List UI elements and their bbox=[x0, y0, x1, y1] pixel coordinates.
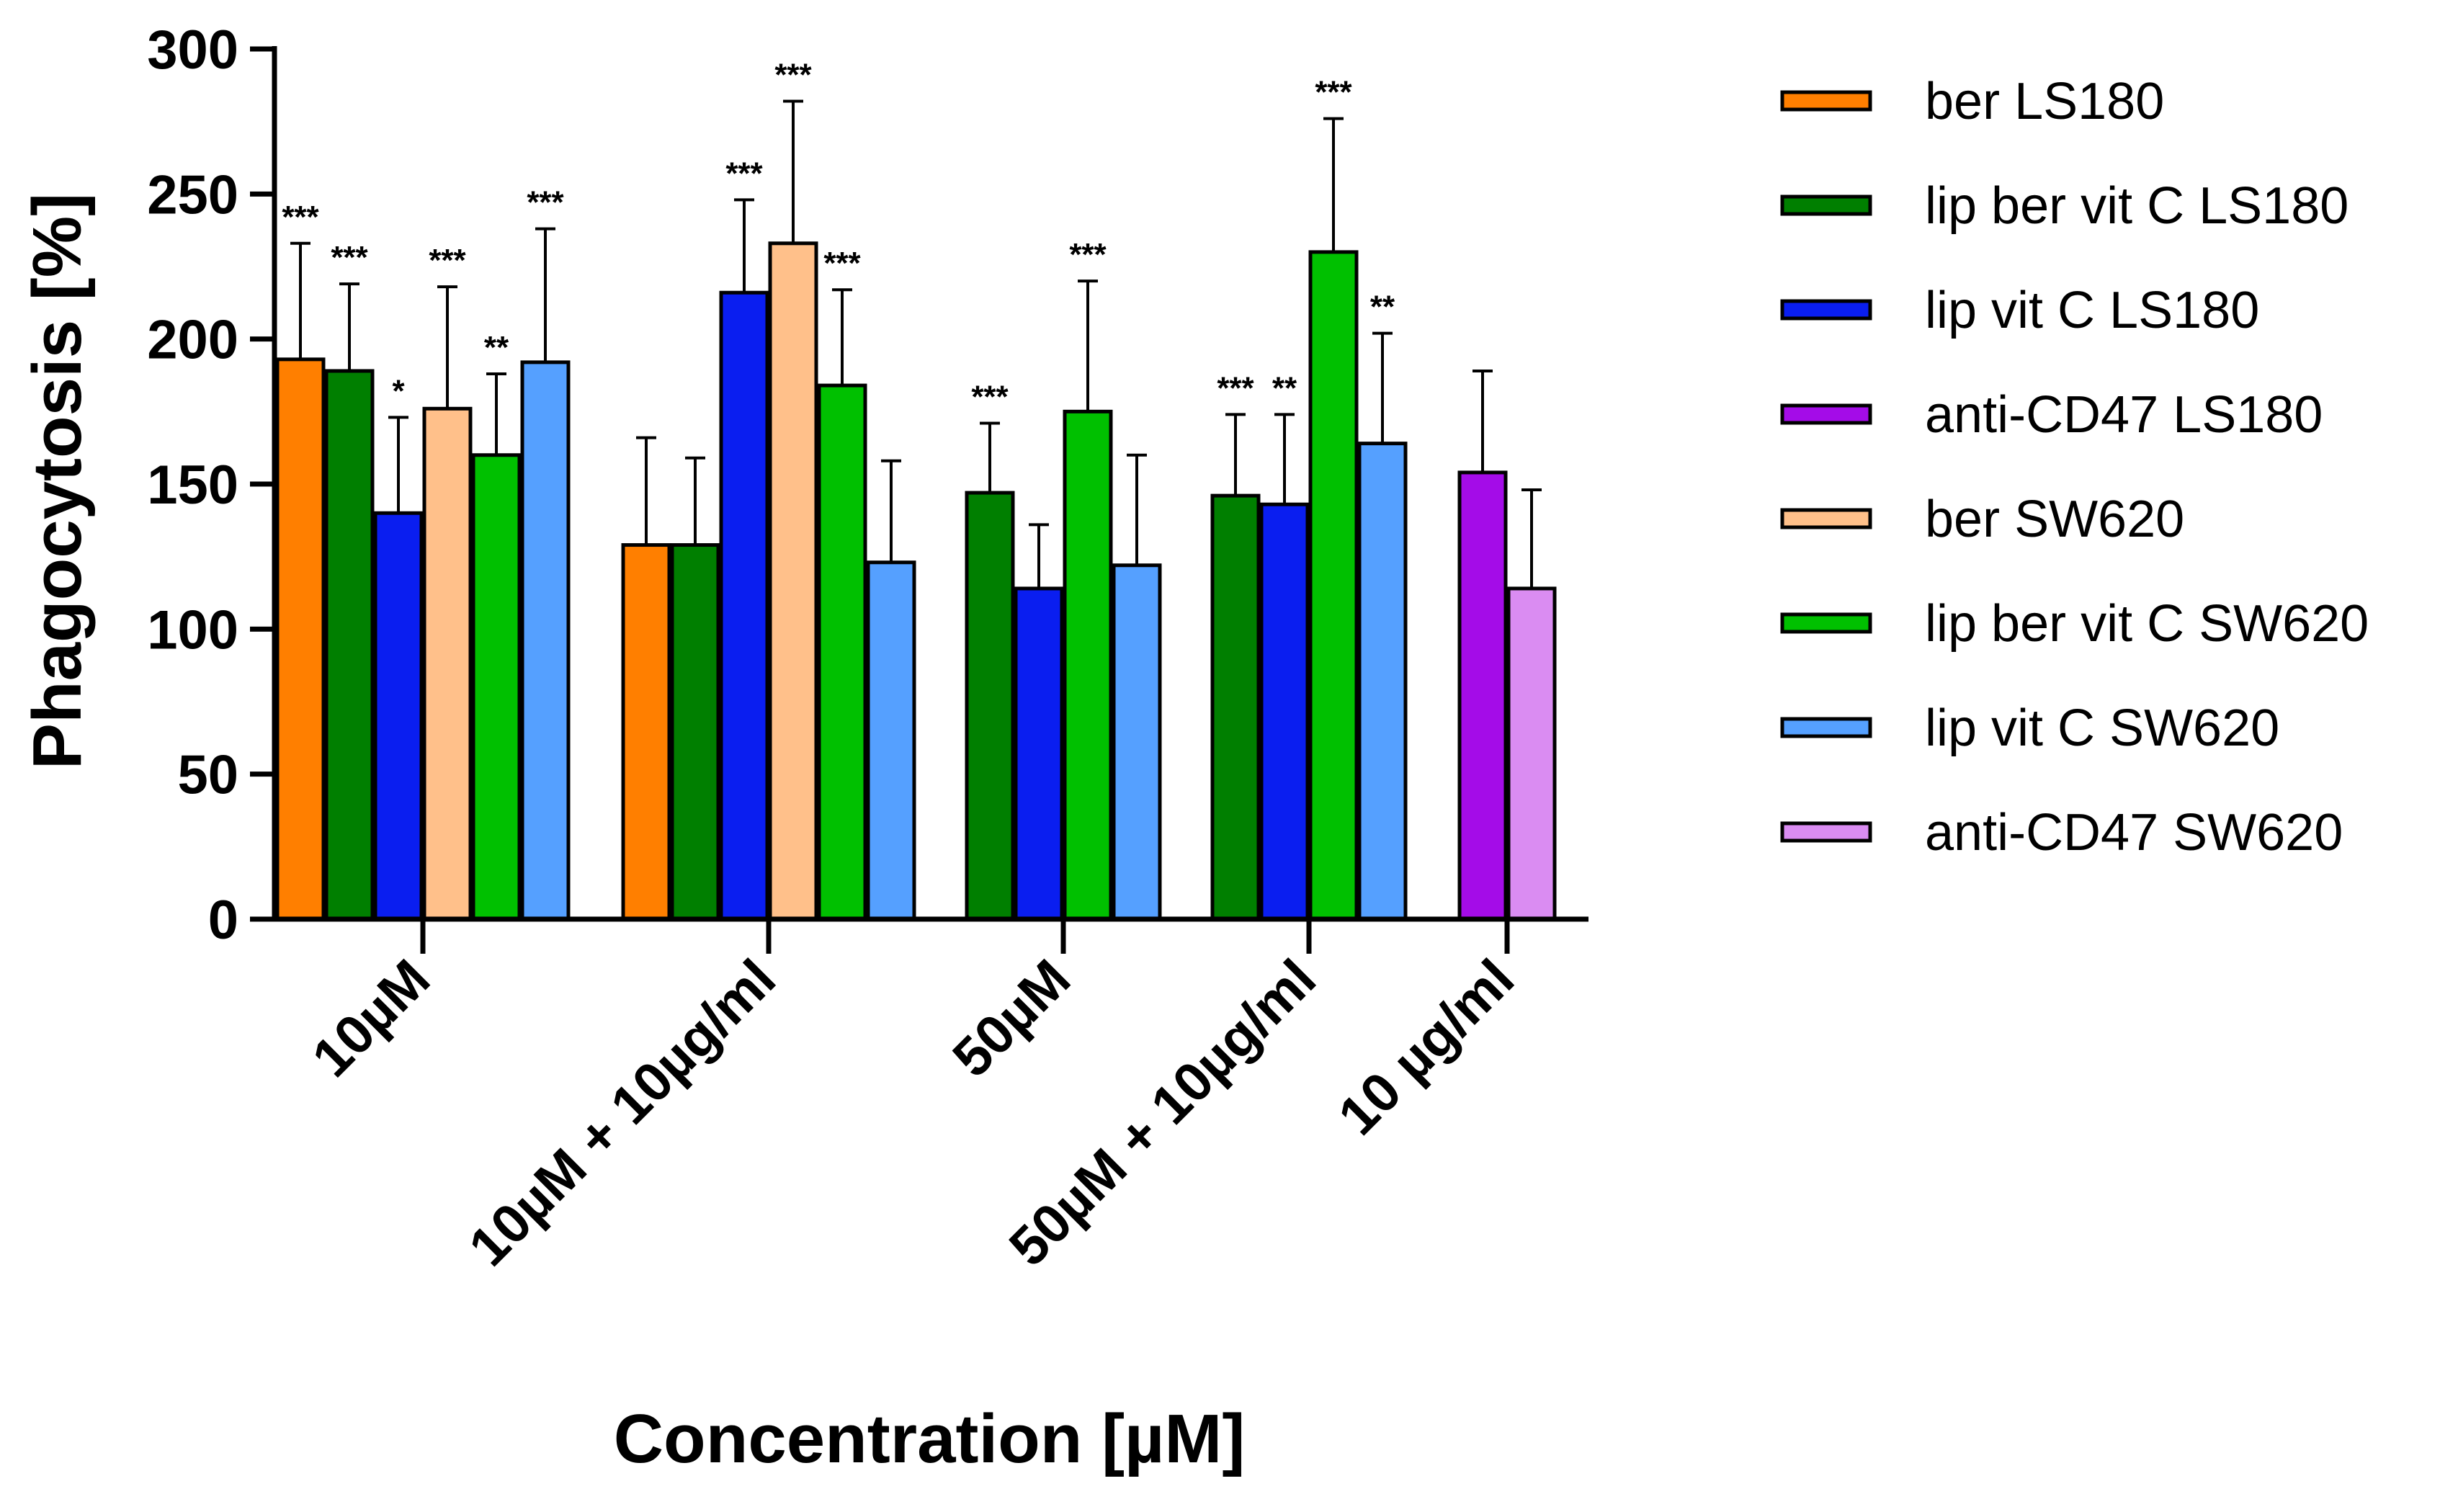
bar-50-m-lip-ber-vit-c-sw620 bbox=[1063, 409, 1113, 921]
legend-ber-sw620-swatch bbox=[1780, 508, 1872, 529]
y-tick-label-200: 200 bbox=[147, 310, 238, 371]
bar-10-m-lip-ber-vit-c-ls180 bbox=[324, 369, 375, 921]
legend-lip-ber-vit-c-sw620-swatch bbox=[1780, 612, 1872, 634]
legend-anti-cd47-sw620-swatch bbox=[1780, 821, 1872, 843]
bar-50-m-10-g-ml-lip-ber-vit-c-sw620 bbox=[1308, 250, 1359, 921]
legend-anti-cd47-ls180-swatch bbox=[1780, 403, 1872, 425]
bar-10-m-10-g-ml-lip-ber-vit-c-sw620 bbox=[817, 383, 867, 921]
x-tick-label-10-g-ml: 10 µg/ml bbox=[1327, 948, 1526, 1147]
bar-10-m-10-g-ml-lip-vit-c-sw620 bbox=[866, 560, 916, 921]
bar-50-m-lip-ber-vit-c-sw620-significance: *** bbox=[1069, 237, 1107, 272]
bar-50-m-10-g-ml-lip-ber-vit-c-ls180-significance: *** bbox=[1217, 370, 1254, 406]
bar-10-m-10-g-ml-ber-ls180 bbox=[621, 543, 671, 921]
y-tick-label-0: 0 bbox=[208, 890, 238, 951]
bar-10-g-ml-anti-cd47-sw620 bbox=[1506, 586, 1557, 921]
legend-lip-vit-c-sw620-label: lip vit C SW620 bbox=[1925, 699, 2279, 757]
significance-layer: ********************************* ******* bbox=[282, 57, 1395, 414]
bar-10-m-lip-ber-vit-c-sw620-significance: ** bbox=[484, 330, 509, 365]
bar-10-m-lip-vit-c-sw620 bbox=[520, 360, 571, 921]
legend-ber-sw620-label: ber SW620 bbox=[1925, 491, 2184, 548]
legend-ber-ls180-label: ber LS180 bbox=[1925, 73, 2164, 130]
bar-50-m-10-g-ml-lip-vit-c-sw620-significance: ** bbox=[1370, 290, 1395, 325]
bar-50-m-lip-ber-vit-c-ls180-significance: *** bbox=[971, 379, 1009, 414]
axes bbox=[250, 46, 1588, 954]
error-bars-layer bbox=[290, 99, 1542, 589]
bar-10-m-10-g-ml-lip-vit-c-ls180-significance: *** bbox=[725, 156, 763, 191]
x-tick-label-50-m: 50µM bbox=[941, 948, 1082, 1089]
y-tick-label-50: 50 bbox=[177, 745, 238, 806]
bar-10-m-10-g-ml-ber-sw620 bbox=[768, 241, 818, 921]
bar-10-m-ber-sw620 bbox=[422, 406, 473, 921]
legend: ber LS180 lip ber vit C LS180 lip vit C LS… bbox=[1780, 73, 2369, 862]
y-tick-label-100: 100 bbox=[147, 599, 238, 661]
bar-10-m-lip-vit-c-ls180-significance: * bbox=[392, 373, 405, 408]
bar-10-m-lip-ber-vit-c-sw620 bbox=[471, 453, 522, 921]
bar-10-m-lip-ber-vit-c-ls180-significance: *** bbox=[331, 240, 368, 275]
bar-10-m-ber-ls180-significance: *** bbox=[282, 200, 319, 235]
bar-50-m-lip-ber-vit-c-ls180 bbox=[965, 491, 1015, 921]
bar-50-m-10-g-ml-lip-vit-c-ls180 bbox=[1259, 502, 1310, 921]
legend-anti-cd47-ls180-label: anti-CD47 LS180 bbox=[1925, 386, 2323, 444]
legend-lip-vit-c-ls180-swatch bbox=[1780, 299, 1872, 321]
x-tick-label-10-m: 10µM bbox=[300, 948, 442, 1089]
bar-10-m-lip-vit-c-sw620-significance: *** bbox=[527, 185, 564, 220]
bar-10-m-10-g-ml-lip-ber-vit-c-sw620-significance: *** bbox=[823, 246, 861, 281]
bar-50-m-lip-vit-c-sw620 bbox=[1112, 563, 1162, 921]
bar-50-m-lip-vit-c-ls180 bbox=[1014, 586, 1064, 921]
bars-layer bbox=[275, 241, 1557, 921]
legend-lip-ber-vit-c-sw620-label: lip ber vit C SW620 bbox=[1925, 595, 2369, 653]
y-tick-labels: 0 50 100 150 200 250 300 bbox=[147, 19, 238, 951]
bar-10-m-ber-sw620-significance: *** bbox=[429, 243, 466, 278]
bar-10-m-10-g-ml-lip-vit-c-ls180 bbox=[719, 290, 769, 921]
y-axis-title: Phagocytosis [%] bbox=[19, 193, 96, 769]
bar-10-m-10-g-ml-ber-sw620-significance: *** bbox=[774, 57, 812, 92]
legend-lip-vit-c-ls180-label: lip vit C LS180 bbox=[1925, 282, 2259, 339]
bar-50-m-10-g-ml-lip-ber-vit-c-sw620-significance: *** bbox=[1315, 75, 1352, 110]
y-tick-label-300: 300 bbox=[147, 19, 238, 81]
bar-10-m-10-g-ml-lip-ber-vit-c-ls180 bbox=[670, 543, 720, 921]
bar-10-m-lip-vit-c-ls180 bbox=[373, 511, 424, 921]
bar-50-m-10-g-ml-lip-vit-c-sw620 bbox=[1357, 442, 1408, 921]
y-tick-label-150: 150 bbox=[147, 455, 238, 516]
legend-anti-cd47-sw620-label: anti-CD47 SW620 bbox=[1925, 804, 2343, 862]
legend-lip-ber-vit-c-ls180-swatch bbox=[1780, 194, 1872, 216]
bar-10-m-ber-ls180 bbox=[275, 357, 326, 921]
legend-lip-ber-vit-c-ls180-label: lip ber vit C LS180 bbox=[1925, 177, 2349, 235]
y-tick-label-250: 250 bbox=[147, 164, 238, 225]
bar-10-g-ml-anti-cd47-ls180 bbox=[1457, 470, 1508, 921]
legend-lip-vit-c-sw620-swatch bbox=[1780, 717, 1872, 738]
x-tick-label-10-m-10-g-ml: 10µM + 10µg/ml bbox=[457, 948, 787, 1278]
bar-50-m-10-g-ml-lip-vit-c-ls180-significance: ** bbox=[1272, 370, 1297, 406]
bar-50-m-10-g-ml-lip-ber-vit-c-ls180 bbox=[1210, 493, 1261, 921]
x-axis-title: Concentration [µM] bbox=[614, 1400, 1246, 1477]
legend-ber-ls180-swatch bbox=[1780, 90, 1872, 112]
